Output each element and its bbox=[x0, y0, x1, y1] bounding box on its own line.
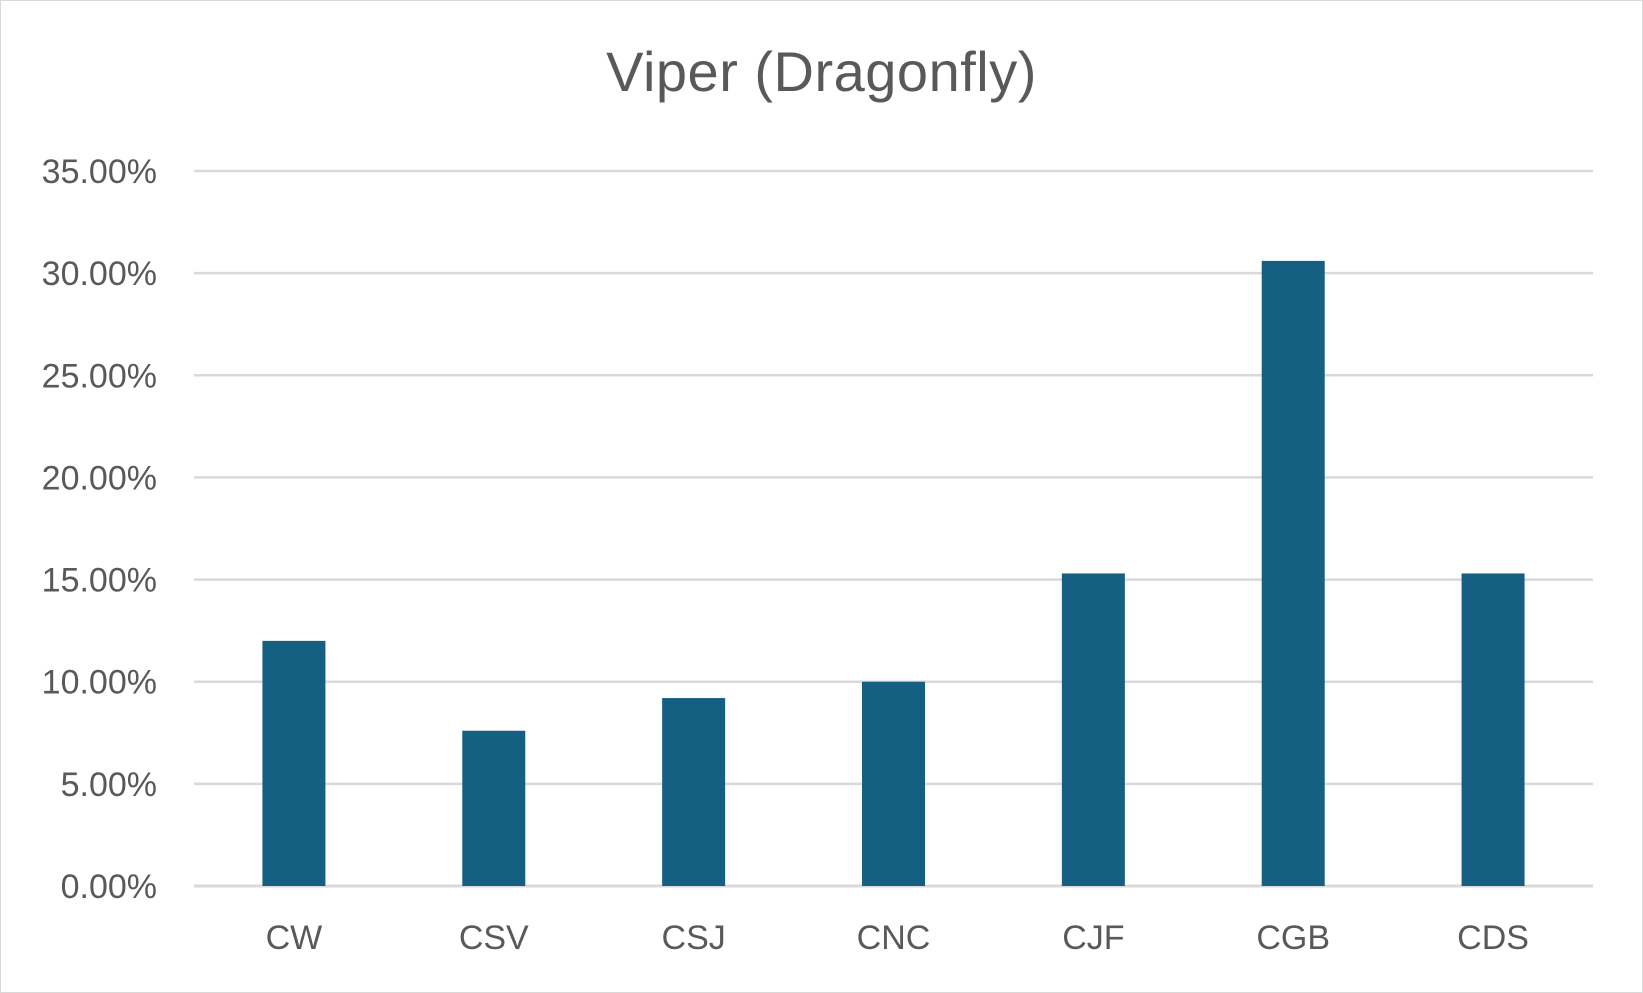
x-tick-label: CGB bbox=[1256, 919, 1330, 957]
y-axis-ticks: 0.00% 5.00% 10.00% 15.00% 20.00% 25.00% 30.00%… bbox=[42, 153, 157, 906]
x-axis-ticks: CW CSV CSJ CNC CJF CGB CDS bbox=[266, 919, 1529, 957]
x-tick-label: CDS bbox=[1457, 919, 1529, 957]
x-tick-label: CSV bbox=[459, 919, 529, 957]
x-tick-label: CSJ bbox=[662, 919, 726, 957]
y-tick-label: 10.00% bbox=[42, 664, 157, 702]
bar-cds bbox=[1461, 573, 1525, 886]
y-tick-label: 15.00% bbox=[42, 562, 157, 600]
y-tick-label: 35.00% bbox=[42, 153, 157, 191]
y-tick-label: 5.00% bbox=[61, 766, 157, 804]
y-tick-label: 0.00% bbox=[61, 868, 157, 906]
y-tick-label: 30.00% bbox=[42, 255, 157, 293]
x-tick-label: CNC bbox=[857, 919, 931, 957]
bar-cjf bbox=[1061, 573, 1125, 886]
bar-cnc bbox=[862, 681, 925, 886]
bar-csj bbox=[662, 698, 726, 886]
y-tick-label: 25.00% bbox=[42, 357, 157, 395]
bar-csv bbox=[462, 730, 526, 886]
bar-cgb bbox=[1261, 260, 1325, 886]
bar-cw bbox=[262, 640, 326, 886]
x-tick-label: CJF bbox=[1062, 919, 1124, 957]
y-tick-label: 20.00% bbox=[42, 459, 157, 497]
chart-title: Viper (Dragonfly) bbox=[606, 40, 1037, 103]
bars bbox=[262, 260, 1525, 886]
x-tick-label: CW bbox=[266, 919, 323, 957]
